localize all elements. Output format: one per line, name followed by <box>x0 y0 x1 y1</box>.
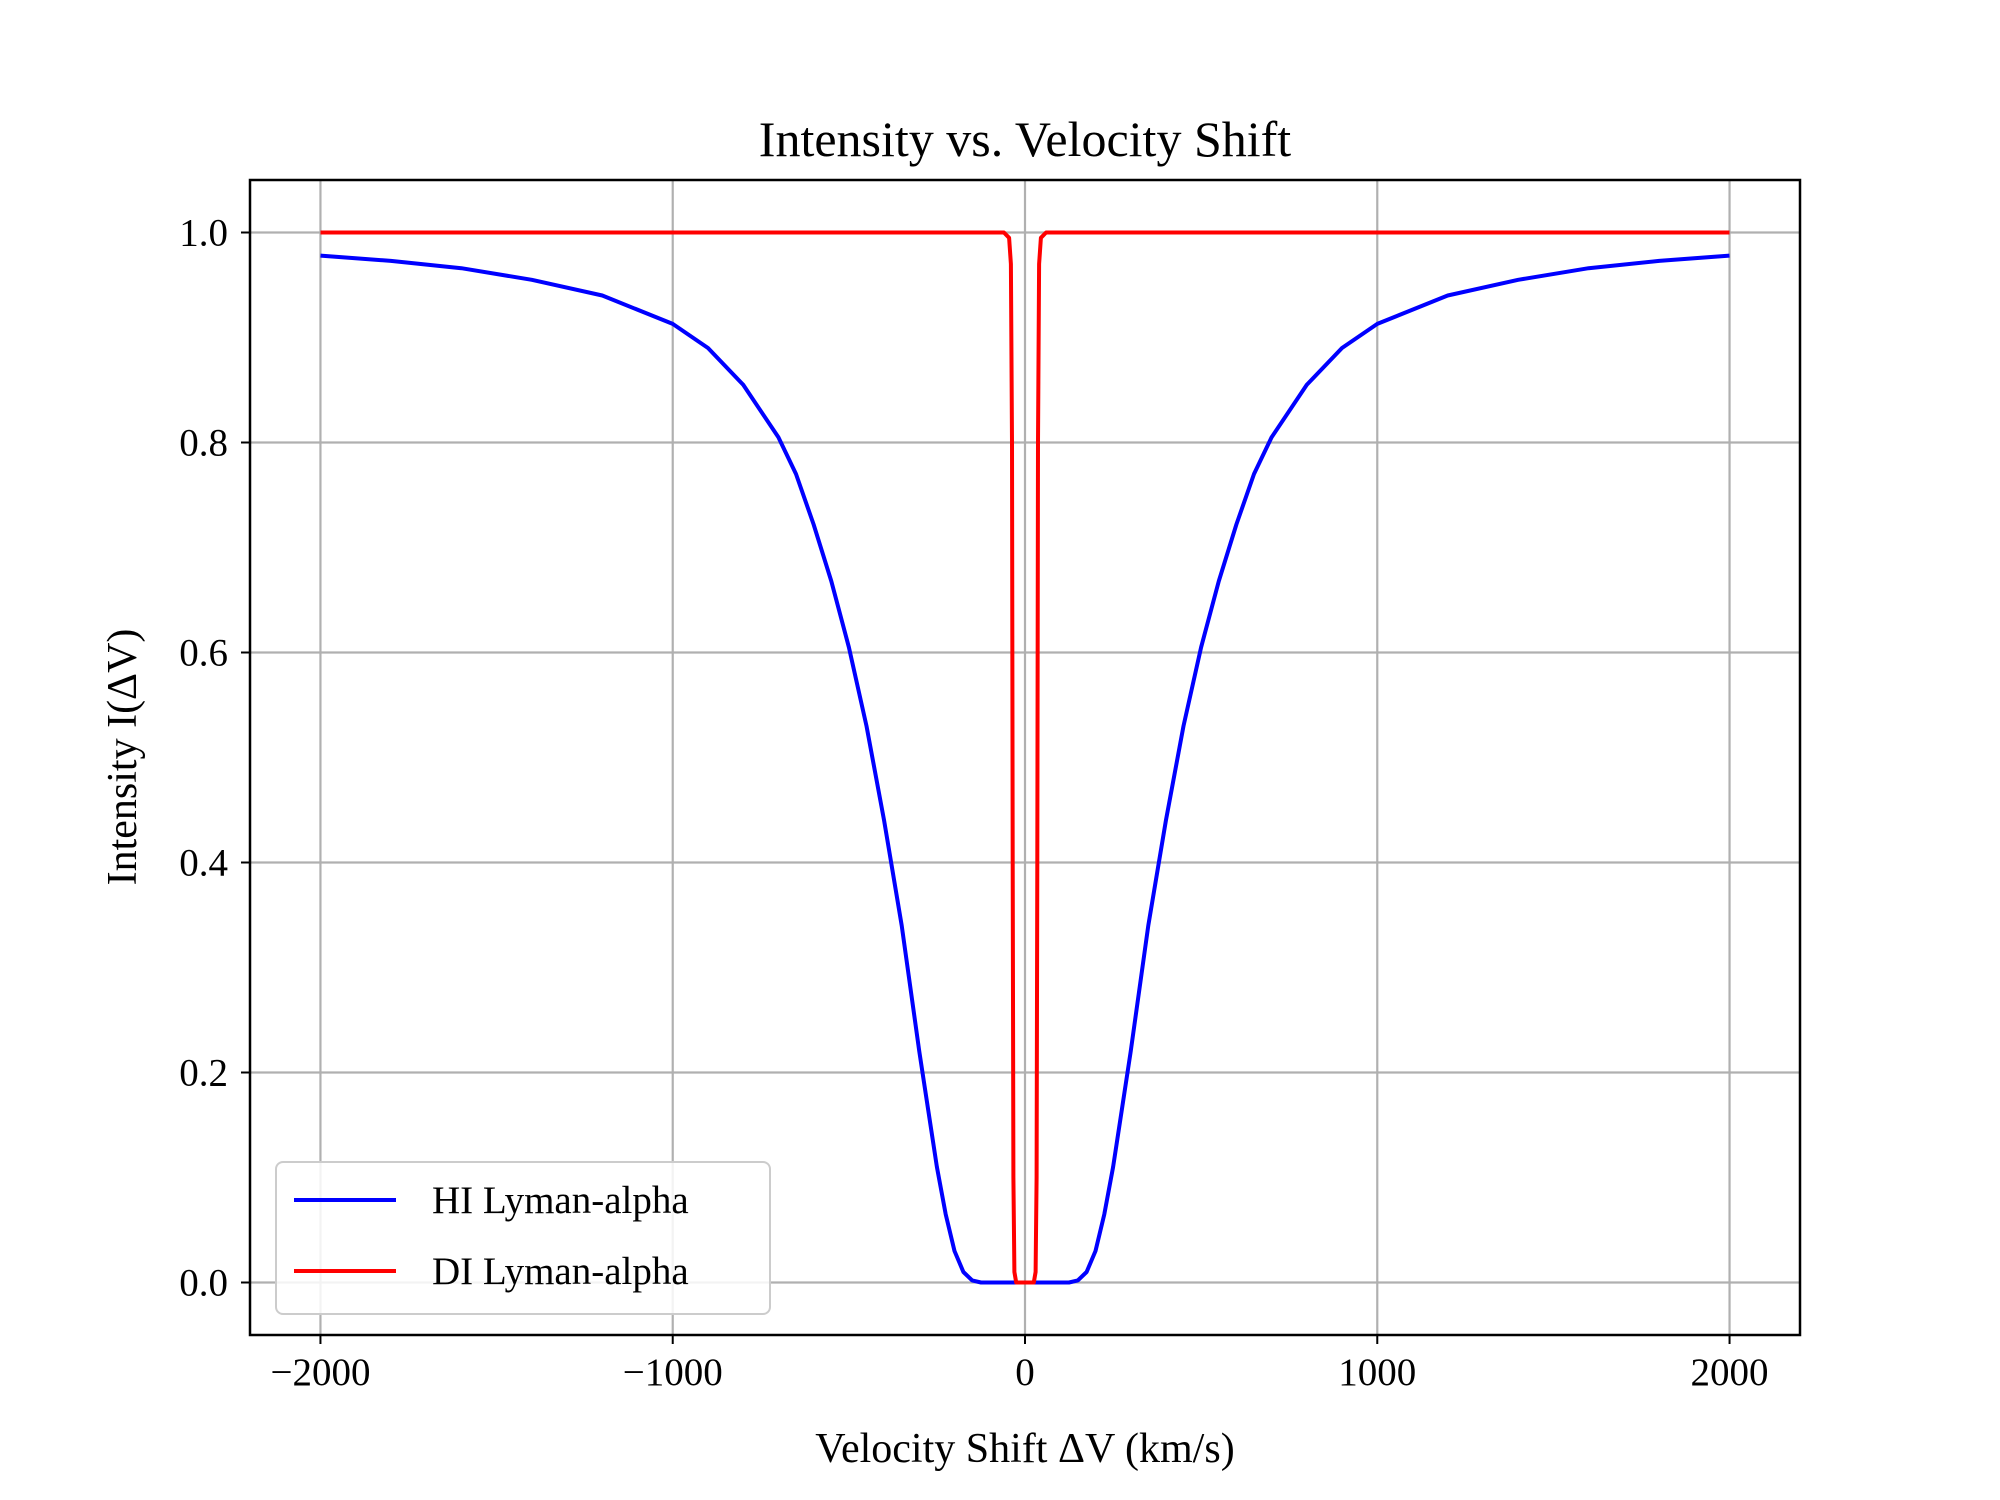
axis-ticks: −2000 −1000 0 1000 2000 0.0 0.2 0.4 0.6 0.8 1.0 <box>179 212 1768 1395</box>
y-tick-label: 0.4 <box>179 842 228 885</box>
x-tick-label: 2000 <box>1691 1351 1769 1394</box>
y-tick-label: 0.0 <box>179 1262 228 1305</box>
x-axis-label: Velocity Shift ΔV (km/s) <box>815 1426 1234 1472</box>
legend: HI Lyman-alpha DI Lyman-alpha <box>275 1161 771 1315</box>
x-tick-label: −1000 <box>623 1351 723 1394</box>
series-line-di-lyman-alpha <box>320 230 1730 1285</box>
y-tick-label: 0.2 <box>179 1052 228 1095</box>
x-tick-label: −2000 <box>270 1351 370 1394</box>
chart-title: Intensity vs. Velocity Shift <box>759 111 1292 167</box>
legend-label-hi: HI Lyman-alpha <box>432 1179 689 1222</box>
y-tick-label: 0.8 <box>179 422 228 465</box>
legend-box <box>275 1161 771 1315</box>
x-tick-label: 1000 <box>1338 1351 1416 1394</box>
x-tick-label: 0 <box>1015 1351 1035 1394</box>
data-series <box>320 230 1730 1285</box>
y-axis-label: Intensity I(ΔV) <box>100 629 146 886</box>
y-tick-label: 1.0 <box>179 212 228 255</box>
legend-label-di: DI Lyman-alpha <box>432 1250 689 1293</box>
y-tick-label: 0.6 <box>179 632 228 675</box>
